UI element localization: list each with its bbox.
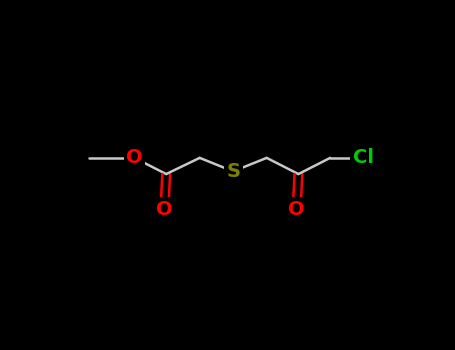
Text: Cl: Cl — [353, 148, 374, 167]
Text: S: S — [226, 162, 240, 181]
Text: O: O — [126, 148, 143, 167]
Text: O: O — [288, 199, 305, 219]
Text: O: O — [156, 199, 173, 219]
